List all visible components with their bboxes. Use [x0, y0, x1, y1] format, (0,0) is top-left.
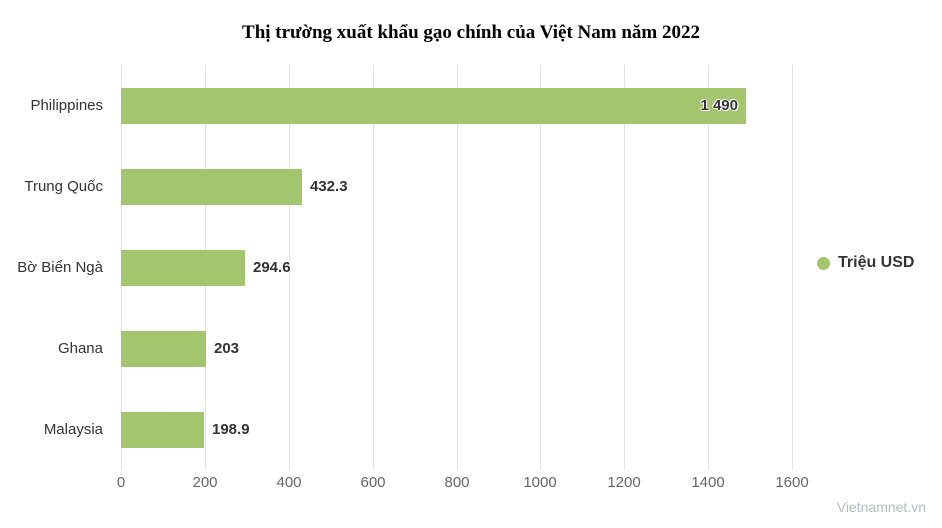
plot-area: 1 490 432.3 294.6 203 198.9	[121, 65, 821, 470]
gridline	[624, 65, 625, 470]
bar-value-label: 432.3	[310, 178, 348, 195]
bar-row: 203	[121, 331, 821, 367]
bar-row: 198.9	[121, 412, 821, 448]
bar-value-label: 294.6	[253, 259, 291, 276]
bar-philippines[interactable]	[121, 88, 746, 124]
bar-malaysia[interactable]	[121, 412, 204, 448]
bar-row: 294.6	[121, 250, 821, 286]
x-tick-label: 1200	[607, 474, 641, 491]
x-tick-label: 400	[276, 474, 302, 491]
legend-item-trieu-usd[interactable]: Triệu USD	[817, 254, 914, 272]
x-tick-label: 200	[192, 474, 218, 491]
x-tick-label: 1600	[775, 474, 809, 491]
gridline	[373, 65, 374, 470]
bar-ghana[interactable]	[121, 331, 206, 367]
watermark: Vietnamnet.vn	[836, 499, 926, 515]
x-tick-label: 1400	[691, 474, 725, 491]
gridline	[708, 65, 709, 470]
bar-row: 1 490	[121, 88, 821, 124]
gridline	[289, 65, 290, 470]
legend-label: Triệu USD	[838, 254, 915, 271]
gridline	[457, 65, 458, 470]
bar-b-bi-n-ng-[interactable]	[121, 250, 245, 286]
x-tick-label: 0	[116, 474, 126, 491]
category-label-ghana: Ghana	[57, 340, 103, 357]
bar-value-label: 198.9	[212, 421, 250, 438]
bar-trung-qu-c[interactable]	[121, 169, 302, 205]
bar-value-label: 1 490	[700, 97, 738, 114]
category-label-b-bi-n-ng-: Bờ Biển Ngà	[17, 259, 103, 276]
gridline	[792, 65, 793, 470]
x-tick-label: 800	[444, 474, 470, 491]
bar-value-label: 203	[214, 340, 240, 357]
legend-marker-icon	[817, 256, 830, 270]
gridline	[540, 65, 541, 470]
chart-title: Thị trường xuất khẩu gạo chính của Việt …	[242, 22, 700, 43]
x-tick-label: 1000	[523, 474, 557, 491]
category-label-malaysia: Malaysia	[43, 421, 103, 438]
category-label-philippines: Philippines	[30, 97, 103, 114]
bar-row: 432.3	[121, 169, 821, 205]
category-label-trung-qu-c: Trung Quốc	[24, 178, 103, 195]
x-tick-label: 600	[360, 474, 386, 491]
